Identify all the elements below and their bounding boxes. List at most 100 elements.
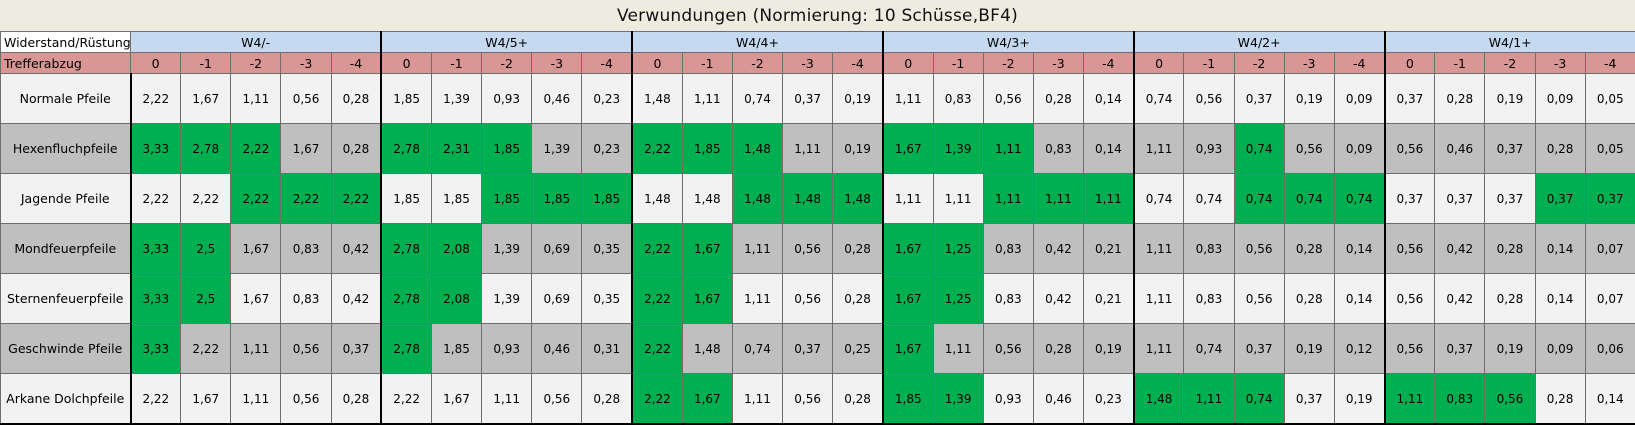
value-cell[interactable]: 0,56 xyxy=(983,324,1033,374)
value-cell[interactable]: 0,74 xyxy=(1184,174,1234,224)
value-cell[interactable]: 0,37 xyxy=(1284,374,1334,425)
modifier-header-cell[interactable]: -1 xyxy=(682,53,732,74)
value-cell[interactable]: 0,09 xyxy=(1334,124,1384,174)
value-cell[interactable]: 0,21 xyxy=(1084,274,1134,324)
value-cell[interactable]: 0,37 xyxy=(783,74,833,124)
value-cell[interactable]: 0,37 xyxy=(331,324,381,374)
value-cell[interactable]: 1,11 xyxy=(1084,174,1134,224)
value-cell[interactable]: 2,22 xyxy=(632,274,682,324)
value-cell[interactable]: 3,33 xyxy=(131,274,181,324)
modifier-header-cell[interactable]: -4 xyxy=(1585,53,1635,74)
value-cell[interactable]: 0,46 xyxy=(1033,374,1083,425)
value-cell[interactable]: 0,46 xyxy=(532,324,582,374)
value-cell[interactable]: 1,39 xyxy=(482,274,532,324)
value-cell[interactable]: 1,11 xyxy=(732,274,782,324)
value-cell[interactable]: 0,09 xyxy=(1535,324,1585,374)
value-cell[interactable]: 2,08 xyxy=(431,274,481,324)
value-cell[interactable]: 1,11 xyxy=(933,174,983,224)
value-cell[interactable]: 0,93 xyxy=(983,374,1033,425)
modifier-header-cell[interactable]: -3 xyxy=(532,53,582,74)
modifier-header-cell[interactable]: -1 xyxy=(181,53,231,74)
value-cell[interactable]: 0,37 xyxy=(1234,324,1284,374)
value-cell[interactable]: 2,22 xyxy=(131,374,181,425)
modifier-header-cell[interactable]: -4 xyxy=(1334,53,1384,74)
value-cell[interactable]: 1,85 xyxy=(883,374,933,425)
value-cell[interactable]: 0,28 xyxy=(1284,274,1334,324)
value-cell[interactable]: 1,85 xyxy=(431,174,481,224)
value-cell[interactable]: 0,09 xyxy=(1334,74,1384,124)
value-cell[interactable]: 2,22 xyxy=(632,124,682,174)
modifier-header-cell[interactable]: -3 xyxy=(1033,53,1083,74)
modifier-header-cell[interactable]: -1 xyxy=(1435,53,1485,74)
value-cell[interactable]: 1,11 xyxy=(1385,374,1435,425)
value-cell[interactable]: 1,48 xyxy=(682,174,732,224)
group-header-cell[interactable]: W4/5+ xyxy=(381,32,632,53)
value-cell[interactable]: 0,37 xyxy=(1535,174,1585,224)
value-cell[interactable]: 0,83 xyxy=(1033,124,1083,174)
value-cell[interactable]: 0,28 xyxy=(331,74,381,124)
value-cell[interactable]: 2,22 xyxy=(381,374,431,425)
value-cell[interactable]: 0,56 xyxy=(532,374,582,425)
value-cell[interactable]: 0,28 xyxy=(1485,274,1535,324)
value-cell[interactable]: 0,28 xyxy=(582,374,632,425)
row-label[interactable]: Jagende Pfeile xyxy=(1,174,131,224)
value-cell[interactable]: 0,12 xyxy=(1334,324,1384,374)
value-cell[interactable]: 2,31 xyxy=(431,124,481,174)
value-cell[interactable]: 1,67 xyxy=(883,324,933,374)
value-cell[interactable]: 0,14 xyxy=(1334,274,1384,324)
value-cell[interactable]: 2,22 xyxy=(131,174,181,224)
value-cell[interactable]: 0,25 xyxy=(833,324,883,374)
value-cell[interactable]: 0,56 xyxy=(1385,124,1435,174)
value-cell[interactable]: 0,74 xyxy=(1284,174,1334,224)
value-cell[interactable]: 0,69 xyxy=(532,274,582,324)
modifier-header-cell[interactable]: 0 xyxy=(381,53,431,74)
value-cell[interactable]: 0,19 xyxy=(1334,374,1384,425)
group-header-cell[interactable]: W4/- xyxy=(131,32,382,53)
value-cell[interactable]: 2,22 xyxy=(331,174,381,224)
value-cell[interactable]: 0,69 xyxy=(532,224,582,274)
value-cell[interactable]: 0,28 xyxy=(1535,374,1585,425)
modifier-header-cell[interactable]: 0 xyxy=(632,53,682,74)
value-cell[interactable]: 0,14 xyxy=(1535,224,1585,274)
value-cell[interactable]: 1,67 xyxy=(682,374,732,425)
modifier-header-cell[interactable]: -4 xyxy=(833,53,883,74)
value-cell[interactable]: 0,56 xyxy=(1234,274,1284,324)
value-cell[interactable]: 0,74 xyxy=(1134,174,1184,224)
value-cell[interactable]: 0,19 xyxy=(1284,74,1334,124)
group-header-cell[interactable]: W4/4+ xyxy=(632,32,883,53)
modifier-header-cell[interactable]: -2 xyxy=(983,53,1033,74)
value-cell[interactable]: 2,22 xyxy=(632,324,682,374)
header-row-label[interactable]: Widerstand/Rüstung xyxy=(1,32,131,53)
value-cell[interactable]: 1,48 xyxy=(833,174,883,224)
value-cell[interactable]: 1,11 xyxy=(933,324,983,374)
value-cell[interactable]: 0,14 xyxy=(1535,274,1585,324)
value-cell[interactable]: 0,83 xyxy=(281,224,331,274)
value-cell[interactable]: 0,56 xyxy=(281,74,331,124)
modifier-header-cell[interactable]: -2 xyxy=(231,53,281,74)
value-cell[interactable]: 0,93 xyxy=(482,74,532,124)
value-cell[interactable]: 1,11 xyxy=(231,374,281,425)
value-cell[interactable]: 0,07 xyxy=(1585,274,1635,324)
value-cell[interactable]: 1,11 xyxy=(1134,224,1184,274)
value-cell[interactable]: 0,19 xyxy=(1485,324,1535,374)
value-cell[interactable]: 1,85 xyxy=(532,174,582,224)
value-cell[interactable]: 0,93 xyxy=(1184,124,1234,174)
value-cell[interactable]: 0,56 xyxy=(1184,74,1234,124)
value-cell[interactable]: 2,78 xyxy=(381,274,431,324)
value-cell[interactable]: 0,83 xyxy=(1435,374,1485,425)
value-cell[interactable]: 1,67 xyxy=(682,274,732,324)
value-cell[interactable]: 1,85 xyxy=(431,324,481,374)
value-cell[interactable]: 0,83 xyxy=(983,274,1033,324)
value-cell[interactable]: 0,19 xyxy=(833,74,883,124)
value-cell[interactable]: 0,14 xyxy=(1334,224,1384,274)
row-label[interactable]: Geschwinde Pfeile xyxy=(1,324,131,374)
value-cell[interactable]: 2,78 xyxy=(381,324,431,374)
value-cell[interactable]: 0,19 xyxy=(833,124,883,174)
value-cell[interactable]: 1,11 xyxy=(1033,174,1083,224)
modifier-header-cell[interactable]: -3 xyxy=(783,53,833,74)
value-cell[interactable]: 0,42 xyxy=(1033,224,1083,274)
value-cell[interactable]: 0,37 xyxy=(1435,174,1485,224)
value-cell[interactable]: 0,23 xyxy=(1084,374,1134,425)
value-cell[interactable]: 0,83 xyxy=(983,224,1033,274)
row-label[interactable]: Sternenfeuerpfeile xyxy=(1,274,131,324)
